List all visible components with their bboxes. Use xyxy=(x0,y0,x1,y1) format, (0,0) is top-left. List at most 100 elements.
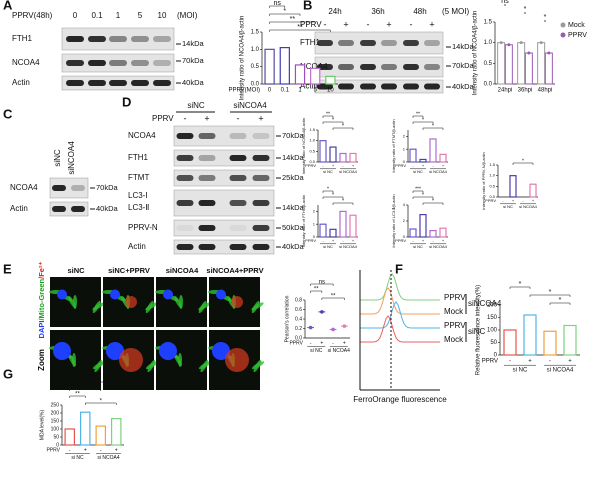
blot-strip xyxy=(173,125,275,147)
group-label: si NC xyxy=(413,244,423,249)
sig-bracket xyxy=(322,115,334,118)
band xyxy=(381,40,397,46)
blot-strip xyxy=(173,219,275,237)
label: + xyxy=(343,19,348,29)
sig-bracket xyxy=(321,297,345,300)
bar xyxy=(264,48,275,85)
label: siNC xyxy=(468,327,486,336)
y-tick-label: 0.0 xyxy=(484,82,493,88)
bar xyxy=(310,67,321,85)
label: 36h xyxy=(371,7,384,16)
x-tick-label: 10 xyxy=(327,88,334,94)
legend-swatch xyxy=(560,22,566,28)
x-tick-label: + xyxy=(343,340,346,346)
x-axis-title: PPRV xyxy=(305,163,316,168)
x-tick-label: + xyxy=(532,198,535,203)
label: PPRV xyxy=(444,293,466,302)
band xyxy=(229,175,247,181)
band xyxy=(403,40,419,46)
blot-strip xyxy=(173,169,275,187)
band xyxy=(360,83,376,90)
label: NCOA4 xyxy=(300,62,328,71)
group-label: si NCOA4 xyxy=(328,348,350,354)
bar xyxy=(439,153,447,163)
label: PPRV xyxy=(300,20,322,29)
x-tick-label: + xyxy=(115,447,118,453)
sig-bracket xyxy=(322,121,344,124)
y-tick-label: 0 xyxy=(494,353,498,359)
nucleus xyxy=(106,342,124,360)
sig-label: * xyxy=(544,14,547,21)
marker-label: 70kDa xyxy=(282,131,305,140)
x-tick-label: 0 xyxy=(268,88,272,94)
group-label: si NC xyxy=(71,455,84,461)
mito xyxy=(145,361,159,370)
label: FTMT xyxy=(128,173,149,182)
group-label: si NCOA4 xyxy=(429,244,448,249)
sig-label: * xyxy=(432,199,434,205)
label: Zoom xyxy=(37,349,46,371)
marker-label: 14kDa xyxy=(452,42,475,51)
sig-bracket xyxy=(529,294,571,297)
band xyxy=(153,60,171,66)
nucleus xyxy=(57,289,67,300)
y-axis-title: Intensity ratio of LC3-Ⅱ/β-actin xyxy=(391,194,396,247)
sig-label: * xyxy=(522,159,524,165)
band xyxy=(88,36,106,42)
sig-label: * xyxy=(342,199,344,205)
y-tick-label: 0.0 xyxy=(251,82,260,88)
x-tick-label: + xyxy=(320,340,323,346)
sig-label: * xyxy=(559,297,562,304)
band xyxy=(198,225,216,231)
bar xyxy=(325,75,336,85)
nucleus xyxy=(216,289,226,300)
x-tick-label: + xyxy=(84,447,87,453)
sig-bracket xyxy=(310,290,323,293)
y-tick-label: 1 xyxy=(403,146,406,151)
bar xyxy=(79,411,91,446)
band xyxy=(198,133,216,139)
marker-label: 25kDa xyxy=(282,173,305,182)
sig-label: ** xyxy=(331,293,336,299)
sig-bracket xyxy=(310,283,334,286)
marker-label: 50kDa xyxy=(282,223,305,232)
x-tick-label: - xyxy=(342,238,344,243)
y-tick-label: 2 xyxy=(313,208,316,213)
x-tick-label: 0.1 xyxy=(281,88,290,94)
band xyxy=(176,155,194,161)
sig-label: ns xyxy=(319,279,325,285)
bar xyxy=(294,64,306,85)
label: + xyxy=(386,19,391,29)
bar xyxy=(419,158,427,163)
sig-bracket xyxy=(322,196,344,199)
bar xyxy=(503,329,517,356)
label: NCOA4 xyxy=(128,131,156,140)
band xyxy=(109,60,127,66)
label: siNCOA4 xyxy=(166,266,199,275)
x-axis-title: PPRV xyxy=(289,340,303,346)
marker-label: 40kDa xyxy=(452,82,475,91)
y-axis-title: Intensity ratio of FTMT/β-actin xyxy=(391,119,396,172)
label: PPRV(48h) xyxy=(12,11,53,20)
bar xyxy=(349,214,357,238)
y-tick-label: 2 xyxy=(403,133,406,138)
label: 0.1 xyxy=(91,11,103,20)
channel-part: /Fe²⁺ xyxy=(37,262,46,279)
y-tick-label: 150 xyxy=(51,418,60,424)
label: + xyxy=(429,19,434,29)
group-label: si NC xyxy=(323,169,333,174)
band xyxy=(317,40,333,46)
point xyxy=(342,324,347,328)
sig-bracket xyxy=(85,402,117,405)
band xyxy=(424,64,440,70)
band xyxy=(88,80,106,86)
label: Actin xyxy=(300,82,318,91)
sig-bracket xyxy=(332,202,354,205)
nucleus xyxy=(53,342,71,360)
band xyxy=(131,80,149,86)
label: FerroOrange fluorescence xyxy=(353,395,447,404)
band xyxy=(153,80,171,86)
band xyxy=(176,225,194,231)
panel-letter: A xyxy=(3,0,13,12)
marker-label: 40kDa xyxy=(282,242,305,251)
